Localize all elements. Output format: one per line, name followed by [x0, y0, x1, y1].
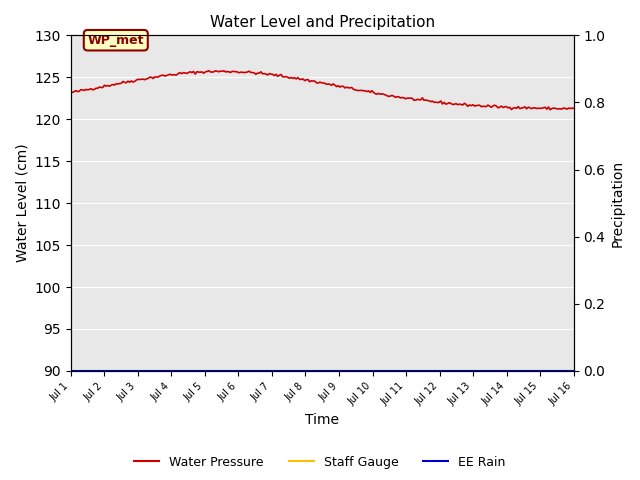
Water Pressure: [366, 89, 374, 95]
Water Pressure: [68, 90, 76, 96]
Water Pressure: [524, 104, 532, 110]
Text: WP_met: WP_met: [88, 34, 144, 47]
Water Pressure: [376, 91, 384, 97]
X-axis label: Time: Time: [305, 413, 339, 427]
Water Pressure: [570, 106, 577, 111]
Water Pressure: [368, 88, 376, 94]
Water Pressure: [205, 68, 212, 73]
Y-axis label: Precipitation: Precipitation: [611, 159, 625, 247]
Water Pressure: [547, 107, 554, 113]
Legend: Water Pressure, Staff Gauge, EE Rain: Water Pressure, Staff Gauge, EE Rain: [129, 451, 511, 474]
Y-axis label: Water Level (cm): Water Level (cm): [15, 144, 29, 263]
Water Pressure: [67, 89, 75, 95]
Line: Water Pressure: Water Pressure: [71, 71, 573, 110]
Water Pressure: [493, 103, 500, 109]
Title: Water Level and Precipitation: Water Level and Precipitation: [210, 15, 435, 30]
